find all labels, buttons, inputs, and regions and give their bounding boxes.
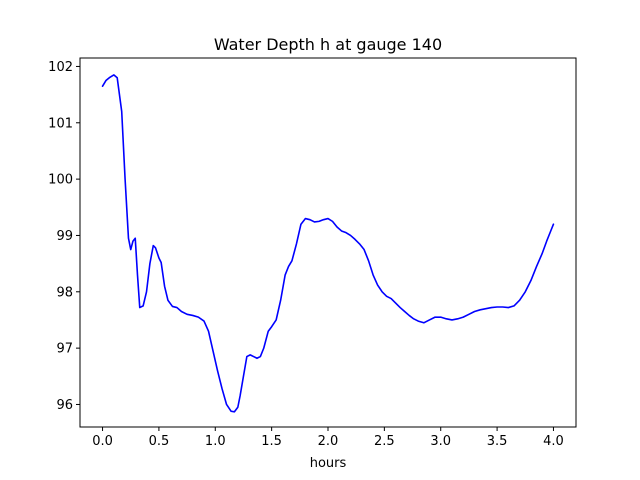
x-tick-label: 0.0 [92, 434, 113, 449]
x-tick-label: 4.0 [543, 434, 564, 449]
y-axis: 96 97 98 99 100 101 102 [48, 60, 80, 413]
y-tick-label: 96 [56, 398, 73, 413]
series-line-0 [101, 74, 555, 413]
x-tick-label: 3.0 [430, 434, 451, 449]
x-tick-label: 2.5 [374, 434, 395, 449]
x-tick-label: 1.5 [261, 434, 282, 449]
x-axis: 0.0 0.5 1.0 1.5 2.0 2.5 3.0 3.5 4.0 [92, 427, 564, 449]
x-tick-label: 3.5 [487, 434, 508, 449]
chart-title: Water Depth h at gauge 140 [214, 35, 442, 54]
x-tick-label: 0.5 [149, 434, 170, 449]
y-tick-label: 102 [48, 60, 73, 75]
x-tick-label: 2.0 [318, 434, 339, 449]
plot-area [101, 74, 555, 413]
x-axis-label: hours [310, 456, 347, 471]
y-tick-label: 99 [56, 229, 73, 244]
y-tick-label: 98 [56, 285, 73, 300]
x-tick-label: 1.0 [205, 434, 226, 449]
y-tick-label: 101 [48, 116, 73, 131]
y-tick-label: 100 [48, 173, 73, 188]
y-tick-label: 97 [56, 342, 73, 357]
